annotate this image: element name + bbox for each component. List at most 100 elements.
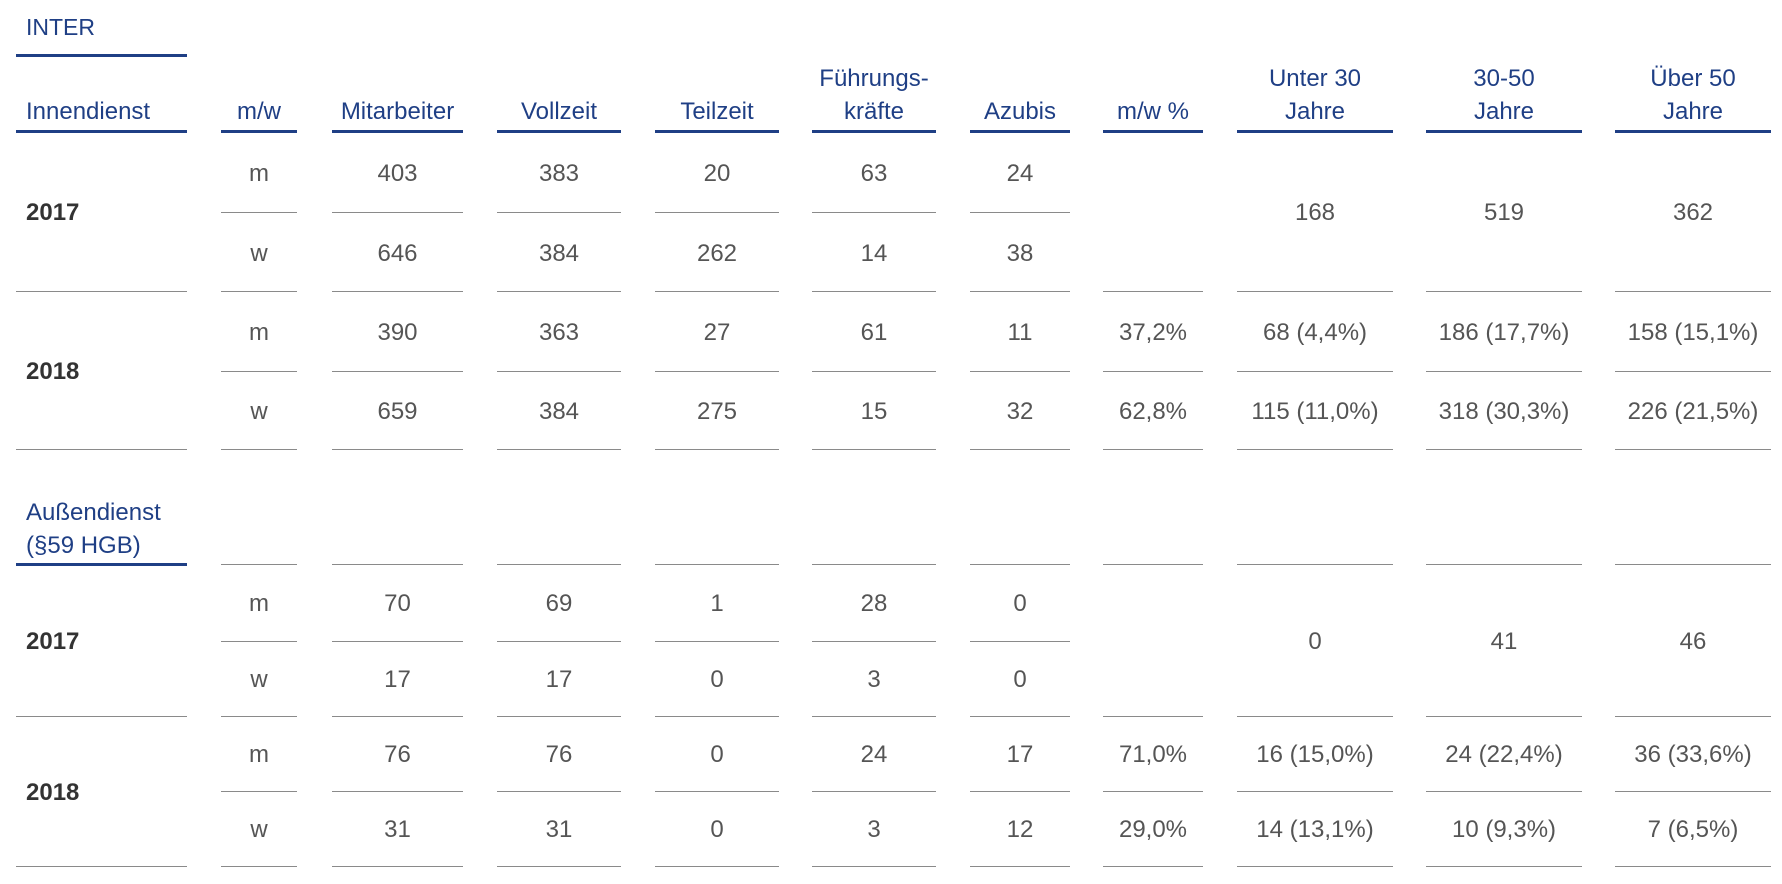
cell-fuehrung: 61 (860, 319, 888, 346)
block-divider (655, 449, 779, 450)
row-divider (1237, 791, 1393, 792)
section-divider (1103, 564, 1203, 565)
block-divider (332, 449, 463, 450)
row-divider (1237, 371, 1393, 372)
block-divider (332, 291, 463, 292)
header-30-50-line2: Jahre (1473, 98, 1535, 125)
block-divider (16, 449, 187, 450)
gender-m: m (249, 319, 269, 346)
row-divider (970, 212, 1070, 213)
cell-ueber-50: 46 (1679, 628, 1707, 655)
block-divider (16, 716, 187, 717)
cell-unter-30: 14 (13,1%) (1256, 816, 1374, 843)
cell-azubis: 12 (1006, 816, 1034, 843)
row-divider (497, 371, 621, 372)
gender-w: w (250, 816, 268, 843)
cell-mw-pct: 62,8% (1118, 398, 1188, 425)
cell-teilzeit: 0 (710, 666, 724, 693)
block-divider (1426, 449, 1582, 450)
row-divider (332, 641, 463, 642)
section-divider (497, 564, 621, 565)
header-mitarbeiter: Mitarbeiter (340, 98, 455, 125)
cell-fuehrung: 15 (860, 398, 888, 425)
row-divider (221, 791, 297, 792)
block-divider (332, 716, 463, 717)
cell-vollzeit: 31 (545, 816, 573, 843)
cell-azubis: 11 (1007, 319, 1033, 346)
gender-m: m (249, 590, 269, 617)
cell-fuehrung: 3 (867, 816, 881, 843)
cell-teilzeit: 1 (710, 590, 724, 617)
block-divider (812, 716, 936, 717)
aussendienst-line2: (§59 HGB) (26, 532, 141, 559)
cell-30-50: 10 (9,3%) (1451, 816, 1557, 843)
header-fuehrung-line2: kräfte (843, 98, 905, 125)
header-underline (332, 130, 463, 133)
cell-vollzeit: 17 (545, 666, 573, 693)
header-underline (221, 130, 297, 133)
cell-30-50: 186 (17,7%) (1438, 319, 1570, 346)
cell-ueber-50: 362 (1672, 199, 1714, 226)
cell-mitarbeiter: 76 (384, 741, 411, 768)
cell-unter-30: 168 (1294, 199, 1336, 226)
cell-30-50: 41 (1490, 628, 1518, 655)
cell-30-50: 519 (1483, 199, 1525, 226)
header-o50-line2: Jahre (1662, 98, 1724, 125)
cell-azubis: 24 (1006, 160, 1034, 187)
header-underline (16, 130, 187, 133)
header-30-50-line1: 30-50 (1473, 65, 1535, 92)
section-divider (812, 564, 936, 565)
row-divider (970, 371, 1070, 372)
row-divider (655, 371, 779, 372)
section-divider (221, 564, 297, 565)
block-divider (812, 291, 936, 292)
section-aussendienst: Außendienst (§59 HGB) (26, 496, 161, 562)
year-label: 2017 (26, 628, 80, 655)
header-mw-pct: m/w % (1117, 98, 1189, 125)
cell-azubis: 32 (1006, 398, 1034, 425)
block-divider (1426, 716, 1582, 717)
cell-teilzeit: 20 (703, 160, 731, 187)
cell-teilzeit: 275 (696, 398, 738, 425)
block-divider (1615, 291, 1771, 292)
block-divider (1426, 291, 1582, 292)
row-divider (332, 212, 463, 213)
cell-vollzeit: 384 (538, 240, 580, 267)
cell-unter-30: 115 (11,0%) (1251, 398, 1379, 425)
header-vollzeit: Vollzeit (520, 98, 598, 125)
cell-fuehrung: 28 (860, 590, 888, 617)
block-divider (221, 291, 297, 292)
section-divider (970, 564, 1070, 565)
cell-mw-pct: 71,0% (1118, 741, 1188, 768)
cell-teilzeit: 262 (696, 240, 738, 267)
row-divider (1103, 791, 1203, 792)
cell-unter-30: 0 (1308, 628, 1322, 655)
gender-w: w (250, 240, 268, 267)
cell-mw-pct: 29,0% (1118, 816, 1188, 843)
header-underline (970, 130, 1070, 133)
year-label: 2017 (26, 199, 80, 226)
block-divider (970, 716, 1070, 717)
header-ueber-50: Über 50 Jahre (1615, 62, 1771, 128)
cell-fuehrung: 3 (867, 666, 881, 693)
cell-azubis: 0 (1013, 666, 1027, 693)
row-divider (497, 641, 621, 642)
row-divider (1103, 371, 1203, 372)
cell-mitarbeiter: 403 (377, 160, 418, 187)
cell-vollzeit: 383 (538, 160, 580, 187)
row-divider (332, 371, 463, 372)
cell-mitarbeiter: 646 (377, 240, 418, 267)
row-divider (655, 791, 779, 792)
cell-ueber-50: 158 (15,1%) (1627, 319, 1759, 346)
cell-azubis: 17 (1006, 741, 1034, 768)
row-divider (1426, 371, 1582, 372)
header-azubis: Azubis (983, 98, 1057, 125)
cell-fuehrung: 63 (860, 160, 888, 187)
row-divider (655, 212, 779, 213)
header-underline (655, 130, 779, 133)
block-divider (1237, 716, 1393, 717)
block-divider (1615, 716, 1771, 717)
row-divider (332, 791, 463, 792)
block-divider (970, 449, 1070, 450)
row-divider (221, 212, 297, 213)
